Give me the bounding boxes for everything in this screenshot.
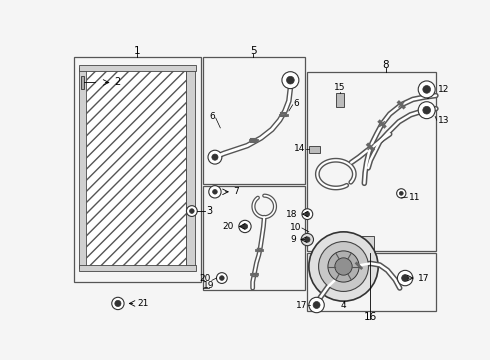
- Circle shape: [187, 206, 197, 216]
- Circle shape: [112, 297, 124, 310]
- Circle shape: [318, 242, 368, 292]
- Circle shape: [309, 297, 324, 313]
- Circle shape: [217, 273, 227, 283]
- Bar: [307, 253, 436, 311]
- Text: 7: 7: [233, 187, 239, 196]
- Text: 20: 20: [222, 222, 233, 231]
- Circle shape: [309, 232, 378, 301]
- Text: 1: 1: [134, 46, 141, 56]
- Bar: [328, 236, 374, 263]
- Bar: [186, 68, 195, 268]
- Circle shape: [418, 102, 435, 119]
- Bar: [81, 76, 84, 89]
- Text: 18: 18: [286, 210, 297, 219]
- Text: 9: 9: [290, 235, 296, 244]
- Circle shape: [287, 76, 294, 84]
- Circle shape: [212, 154, 218, 160]
- Circle shape: [239, 220, 251, 233]
- Bar: [309, 145, 319, 153]
- Text: 3: 3: [206, 206, 213, 216]
- Bar: [79, 265, 196, 271]
- Circle shape: [190, 209, 194, 213]
- Circle shape: [418, 81, 435, 98]
- Text: 6: 6: [209, 112, 215, 121]
- Circle shape: [423, 86, 431, 93]
- Circle shape: [242, 224, 247, 229]
- Circle shape: [399, 192, 403, 195]
- Circle shape: [397, 189, 406, 198]
- Circle shape: [301, 233, 314, 246]
- Circle shape: [313, 302, 320, 309]
- Bar: [79, 65, 196, 71]
- Circle shape: [302, 209, 313, 220]
- Circle shape: [335, 258, 352, 275]
- Circle shape: [208, 150, 222, 164]
- Circle shape: [115, 300, 121, 306]
- Bar: [336, 93, 343, 107]
- Text: 5: 5: [250, 46, 257, 56]
- Circle shape: [213, 189, 217, 194]
- Circle shape: [209, 186, 221, 198]
- Text: 15: 15: [334, 82, 345, 91]
- Text: 17: 17: [296, 301, 307, 310]
- Circle shape: [305, 212, 310, 216]
- Bar: [203, 57, 305, 184]
- Text: 2: 2: [114, 77, 121, 87]
- Text: 11: 11: [409, 193, 420, 202]
- Text: 12: 12: [438, 85, 449, 94]
- Circle shape: [423, 106, 431, 114]
- Text: 8: 8: [383, 60, 389, 70]
- Text: 17: 17: [418, 274, 430, 283]
- Text: 16: 16: [364, 312, 377, 322]
- Circle shape: [402, 275, 409, 282]
- Bar: [307, 72, 436, 251]
- Bar: [79, 68, 86, 268]
- Circle shape: [282, 72, 299, 89]
- Text: 14: 14: [294, 144, 305, 153]
- Text: 21: 21: [137, 299, 148, 308]
- Text: 4: 4: [341, 301, 346, 310]
- Bar: [74, 57, 201, 282]
- Text: 19: 19: [203, 281, 215, 290]
- Text: 13: 13: [438, 116, 449, 125]
- Bar: [203, 186, 305, 289]
- Text: 6: 6: [294, 99, 299, 108]
- Circle shape: [397, 270, 413, 286]
- Circle shape: [305, 237, 310, 242]
- Circle shape: [328, 251, 359, 282]
- Text: 10: 10: [290, 224, 301, 233]
- Text: 20: 20: [200, 274, 211, 283]
- Circle shape: [220, 276, 224, 280]
- Bar: [86, 68, 186, 268]
